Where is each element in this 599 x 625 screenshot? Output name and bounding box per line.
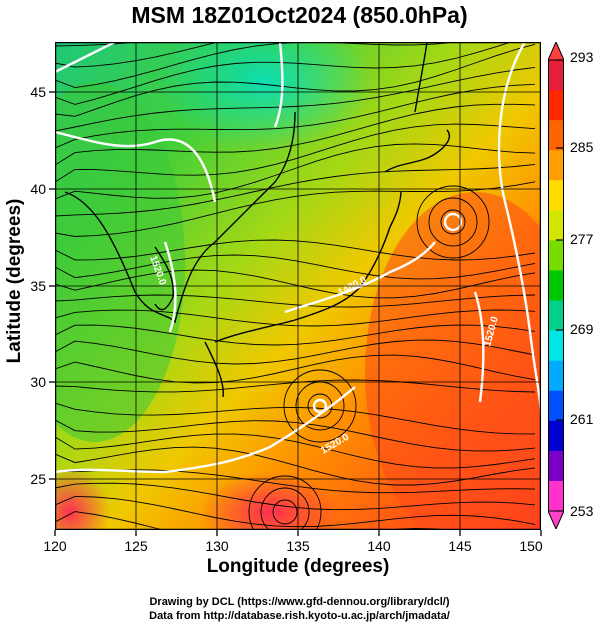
- streamline: [55, 433, 536, 469]
- colorbar-tick-285: 285: [570, 139, 594, 155]
- cyclone-streamline-ring: [260, 487, 310, 530]
- colorbar-band: [548, 450, 564, 482]
- streamline: [55, 42, 220, 68]
- cyclone-center-south: [312, 398, 328, 414]
- coast-korea-china: [64, 111, 296, 324]
- x-tick-135: 135: [286, 538, 310, 554]
- contour-west: [163, 241, 177, 333]
- x-tick-150: 150: [519, 538, 543, 554]
- coast-kyushu: [204, 341, 224, 398]
- streamline: [55, 42, 513, 105]
- colorbar-tick-269: 269: [570, 321, 594, 337]
- streamline: [55, 419, 536, 452]
- streamline: [55, 123, 536, 183]
- y-tick-25: 25: [30, 471, 46, 487]
- plot-frame: [55, 42, 541, 530]
- x-axis-label: Longitude (degrees): [206, 556, 390, 577]
- colorbar-band: [548, 360, 564, 392]
- wind-streamlines: [55, 42, 536, 530]
- warm-spot-south: [200, 472, 340, 530]
- contour-south: [55, 386, 356, 474]
- colorbar-band: [548, 330, 564, 362]
- colorbar-band: [548, 480, 564, 512]
- contour-east: [497, 42, 541, 413]
- cyclone-streamline-ring: [272, 499, 298, 525]
- streamline: [55, 339, 536, 365]
- x-tick-145: 145: [448, 538, 472, 554]
- y-tick-30: 30: [30, 374, 46, 390]
- temperature-contours: [55, 42, 541, 474]
- colorbar-band: [548, 300, 564, 332]
- cyclone-streamline-ring: [440, 209, 466, 235]
- streamline: [55, 269, 536, 299]
- streamline: [55, 324, 536, 346]
- streamline: [55, 469, 536, 494]
- colorbar-band: [548, 180, 564, 211]
- streamline: [55, 511, 452, 530]
- cyclone-streamline-ring: [248, 475, 322, 530]
- map-plot: 1520.0 1480.0 1520.0 1520.0: [55, 42, 541, 530]
- coast-korea-peninsula: [154, 246, 174, 311]
- credit-line-drawing: Drawing by DCL (https://www.gfd-dennou.o…: [149, 596, 450, 608]
- colorbar-tick-261: 261: [570, 411, 594, 427]
- colorbar-band: [548, 60, 564, 91]
- streamline: [55, 309, 536, 327]
- x-tick-130: 130: [205, 538, 229, 554]
- x-tick-140: 140: [367, 538, 391, 554]
- colorbar-band: [548, 150, 564, 181]
- streamline: [55, 254, 536, 280]
- warm-spot-southwest: [55, 467, 110, 530]
- x-tick-120: 120: [43, 538, 67, 554]
- colorbar-band: [548, 90, 564, 121]
- streamline: [55, 103, 536, 166]
- streamline: [55, 294, 536, 308]
- cyclone-streamline-ring: [428, 197, 478, 247]
- y-tick-40: 40: [30, 181, 46, 197]
- lat-lon-grid: [55, 42, 541, 530]
- contour-northwest: [55, 130, 217, 203]
- y-tick-35: 35: [30, 278, 46, 294]
- colorbar-band: [548, 420, 564, 452]
- streamline: [55, 66, 536, 132]
- streamline: [55, 482, 536, 511]
- streamline: [55, 143, 536, 200]
- streamline: [55, 163, 536, 217]
- colorbar-band: [548, 210, 564, 241]
- colorbar-band: [548, 390, 564, 422]
- colorbar: [548, 42, 564, 529]
- colorbar-tick-253: 253: [570, 503, 594, 519]
- streamline: [55, 495, 536, 528]
- streamline: [55, 354, 536, 384]
- colorbar-tick-277: 277: [570, 231, 594, 247]
- colorbar-band: [548, 240, 564, 271]
- green-region-west: [55, 82, 185, 442]
- y-tick-45: 45: [30, 84, 46, 100]
- streamline: [55, 402, 536, 435]
- streamline: [55, 446, 536, 486]
- cyclone-center-northeast: [443, 212, 463, 232]
- colorbar-band: [548, 270, 564, 302]
- streamline: [55, 239, 536, 261]
- cyclone-streamline-ring: [283, 369, 357, 443]
- colorbar-tick-293: 293: [570, 49, 594, 65]
- chart-title: MSM 18Z01Oct2024 (850.0hPa): [131, 2, 468, 28]
- streamline: [55, 181, 536, 237]
- credit-line-data: Data from http://database.rish.kyoto-u.a…: [149, 610, 450, 622]
- streamline: [55, 379, 536, 393]
- contour-east-lower: [473, 291, 485, 403]
- warm-region-southeast: [365, 192, 541, 530]
- coast-sakhalin: [414, 42, 428, 113]
- cold-region-north: [155, 42, 375, 152]
- colorbar-band: [548, 120, 564, 151]
- cyclone-streamline-ring: [416, 185, 490, 259]
- contour-north: [273, 42, 284, 128]
- streamline: [55, 43, 536, 117]
- coast-hokkaido: [384, 129, 451, 173]
- contour-northwest-top: [55, 42, 116, 74]
- contour-1480: [284, 241, 436, 314]
- x-tick-125: 125: [124, 538, 148, 554]
